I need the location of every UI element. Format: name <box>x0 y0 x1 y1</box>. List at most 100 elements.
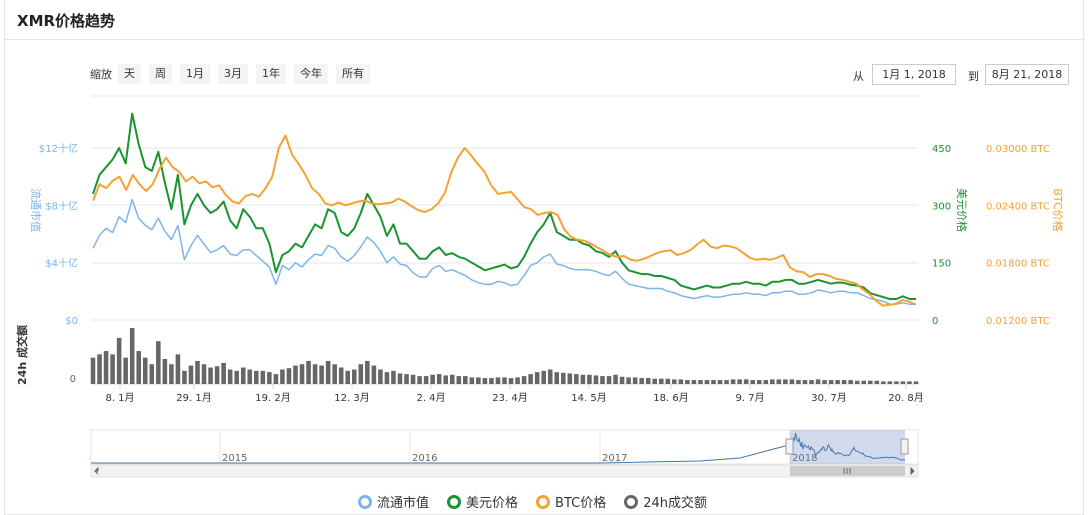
volume-bar <box>574 374 579 384</box>
volume-bar <box>123 357 128 384</box>
navigator-tick-label: 2017 <box>602 453 627 464</box>
volume-bar <box>704 380 710 384</box>
volume-bar <box>913 381 919 384</box>
scrollbar-track <box>90 464 919 478</box>
zoom-button-day[interactable]: 天 <box>118 64 141 84</box>
volume-bar <box>136 351 142 384</box>
volume-bar <box>861 380 867 384</box>
volume-bar <box>280 369 285 384</box>
scrollbar-right-arrow-icon <box>910 466 915 476</box>
volume-bar <box>743 379 749 384</box>
volume-bar <box>443 375 448 384</box>
x-tick-label: 23. 4月 <box>492 392 527 404</box>
volume-bar <box>384 372 390 384</box>
zoom-button-1m[interactable]: 1月 <box>180 64 210 84</box>
volume-bar <box>528 374 533 384</box>
zoom-button-3m[interactable]: 3月 <box>218 64 248 84</box>
legend-item-market-cap[interactable]: 流通市值 <box>358 492 429 511</box>
volume-bar <box>129 328 135 384</box>
legend-label-volume: 24h成交额 <box>643 496 708 511</box>
zoom-button-ytd[interactable]: 今年 <box>294 64 328 84</box>
volume-bar <box>587 374 592 384</box>
y-tick-volume: 0 <box>70 374 76 385</box>
volume-bar <box>691 380 697 384</box>
y-tick-usd: 450 <box>932 144 951 155</box>
navigator-handle-left[interactable] <box>785 438 794 455</box>
volume-bar <box>789 379 795 384</box>
volume-bar <box>724 380 729 384</box>
y-tick-btc: 0.03000 BTC <box>986 144 1050 155</box>
volume-bar <box>142 357 148 384</box>
card-header: XMR价格趋势 <box>5 0 1085 40</box>
volume-bar <box>240 367 246 384</box>
legend-label-usd-price: 美元价格 <box>466 496 519 511</box>
range-to-input[interactable]: 8月 21, 2018 <box>985 64 1069 85</box>
volume-bar <box>482 378 488 384</box>
legend-item-usd-price[interactable]: 美元价格 <box>447 492 518 511</box>
scrollbar-grip-icon <box>843 468 851 474</box>
y-tick-usd: 150 <box>932 259 951 270</box>
volume-bar <box>175 354 181 384</box>
page-title: XMR价格趋势 <box>17 12 116 30</box>
volume-bar <box>881 381 886 384</box>
volume-bar <box>619 376 625 384</box>
volume-bar <box>854 380 860 384</box>
volume-bar <box>97 354 102 384</box>
volume-bar <box>306 360 311 384</box>
x-tick-label: 19. 2月 <box>255 392 290 404</box>
volume-bar <box>776 379 782 384</box>
range-from-input[interactable]: 1月 1, 2018 <box>872 64 956 85</box>
volume-bar <box>299 364 305 384</box>
volume-bar <box>469 377 475 384</box>
volume-bar <box>554 372 560 384</box>
volume-bar <box>495 377 501 384</box>
volume-bar <box>423 376 429 384</box>
volume-bar <box>770 379 775 384</box>
volume-bar <box>887 381 893 384</box>
volume-bar <box>286 368 292 384</box>
volume-bar <box>730 379 736 384</box>
volume-bar <box>214 366 220 384</box>
volume-bar <box>848 380 853 384</box>
y-tick-btc: 0.01800 BTC <box>986 259 1050 270</box>
zoom-button-all[interactable]: 所有 <box>336 64 370 84</box>
volume-bar <box>678 379 684 384</box>
volume-bar <box>600 376 605 384</box>
volume-bar <box>567 373 573 384</box>
legend-item-volume[interactable]: 24h成交额 <box>624 492 707 511</box>
volume-bar <box>371 365 377 384</box>
volume-bar <box>867 380 873 384</box>
x-tick-label: 9. 7月 <box>735 392 764 404</box>
volume-bar <box>293 365 298 384</box>
zoom-button-1y[interactable]: 1年 <box>256 64 286 84</box>
volume-bar <box>247 369 253 384</box>
y-tick-usd: 0 <box>932 316 938 327</box>
volume-bar <box>796 380 801 384</box>
volume-bar <box>750 380 755 384</box>
zoom-button-week[interactable]: 周 <box>149 64 172 84</box>
volume-bar <box>267 372 272 384</box>
navigator-series <box>91 432 905 464</box>
volume-bar <box>430 374 435 384</box>
y-tick-market-cap: $8十亿 <box>45 199 78 212</box>
volume-bar <box>365 360 370 384</box>
series-line-btc <box>92 134 917 307</box>
navigator-selection <box>790 430 905 464</box>
volume-bar <box>521 376 527 384</box>
volume-bar <box>515 377 520 384</box>
volume-bar <box>221 362 226 384</box>
x-tick-label: 29. 1月 <box>176 392 211 404</box>
volume-bar <box>149 364 155 384</box>
legend-item-btc-price[interactable]: BTC价格 <box>536 492 606 511</box>
volume-bar <box>907 381 912 384</box>
volume-bar <box>410 374 416 384</box>
volume-bar <box>489 378 494 384</box>
y-tick-market-cap: $12十亿 <box>39 142 78 155</box>
navigator-tick-label: 2016 <box>412 453 437 464</box>
volume-bar <box>580 374 586 384</box>
volume-bar <box>561 372 566 384</box>
volume-bar <box>822 380 827 384</box>
volume-bar <box>325 360 331 384</box>
volume-bar <box>639 378 644 384</box>
navigator-handle-right[interactable] <box>900 438 909 455</box>
